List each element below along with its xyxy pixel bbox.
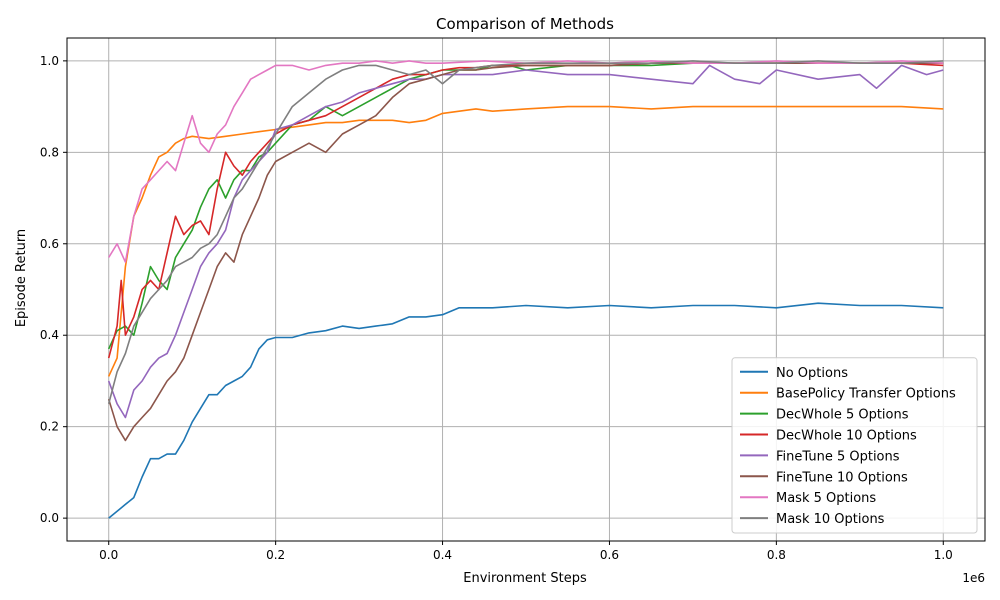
legend-label: FineTune 5 Options [776,449,900,464]
legend-label: FineTune 10 Options [776,470,908,485]
x-axis-label: Environment Steps [463,571,587,586]
legend-label: DecWhole 10 Options [776,429,917,444]
series-line-no-options [108,302,944,519]
plot-frame [66,37,986,542]
x-axis-offset-label: 1e6 [962,571,985,585]
legend-label: No Options [776,366,848,381]
series-line-mask-10-options [107,60,944,405]
series-line-basepolicy-transfer-options [107,105,944,377]
y-tick-label: 0.0 [40,511,59,525]
series-line-finetune-5-options [107,64,944,419]
x-tick-label: 1.0 [934,548,953,562]
x-tick-label: 0.8 [767,548,786,562]
y-axis-label: Episode Return [14,229,29,327]
axis-ticks: 0.0 0.2 0.4 0.6 0.8 1.0 0.0 0.2 0.4 0.6 0.8 1.0 [40,54,953,562]
legend-label: DecWhole 5 Options [776,408,909,423]
y-tick-label: 0.4 [40,328,59,342]
y-tick-label: 0.6 [40,237,59,251]
legend-box [731,357,978,534]
x-tick-label: 0.4 [433,548,452,562]
y-tick-label: 0.2 [40,420,59,434]
legend-label: BasePolicy Transfer Options [776,387,956,402]
y-tick-label: 1.0 [40,54,59,68]
legend: No Options BasePolicy Transfer Options Dec… [731,357,978,534]
series-lines [107,60,944,519]
chart-title: Comparison of Methods [436,15,614,33]
legend-label: Mask 5 Options [776,491,876,506]
x-tick-label: 0.0 [99,548,118,562]
x-tick-label: 0.6 [600,548,619,562]
y-tick-label: 0.8 [40,145,59,159]
legend-label: Mask 10 Options [776,512,885,527]
x-tick-label: 0.2 [266,548,285,562]
series-line-mask-5-options [108,60,944,263]
